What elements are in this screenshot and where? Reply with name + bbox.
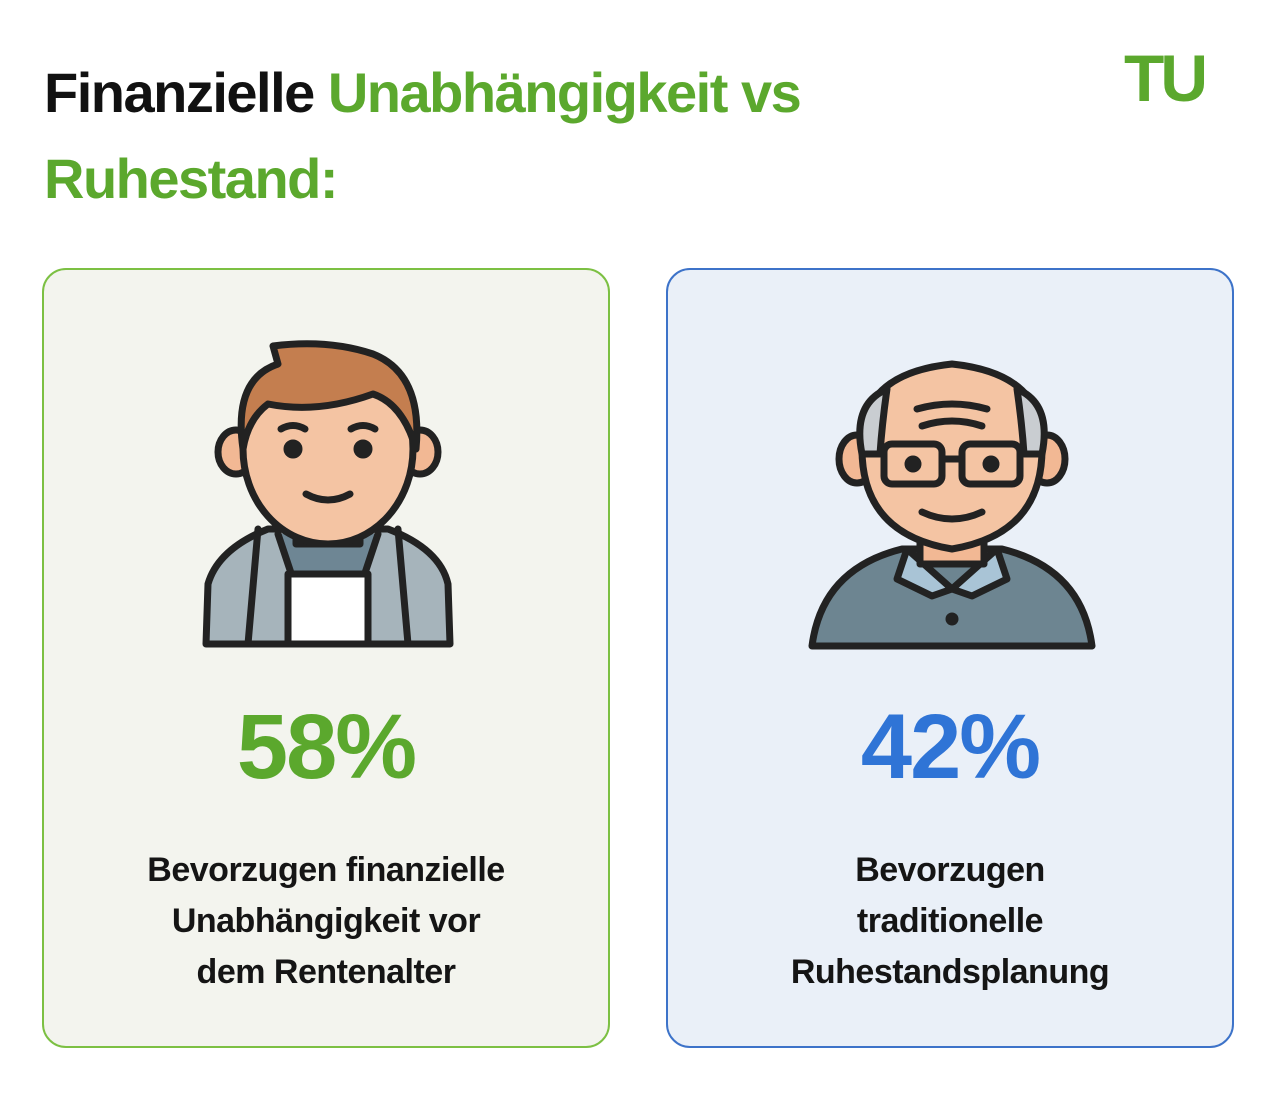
older-person-icon bbox=[808, 360, 1096, 650]
title-dark: Finanzielle bbox=[44, 61, 315, 124]
stat: 42% bbox=[860, 696, 1041, 798]
title-accent: Unabhängigkeit vs bbox=[327, 61, 802, 124]
logo: TU bbox=[1124, 41, 1208, 115]
description-line: traditionelle bbox=[856, 902, 1044, 940]
card: 58% Bevorzugen finanzielle Unabhängigkei… bbox=[42, 268, 610, 1048]
description-line: Bevorzugen bbox=[855, 851, 1045, 889]
description-line: Bevorzugen finanzielle bbox=[147, 851, 505, 889]
description-line: Unabhängigkeit vor bbox=[171, 902, 481, 940]
description-line: dem Rentenalter bbox=[196, 953, 456, 991]
title: Finanzielle Unabhängigkeit vs Ruhestand: bbox=[44, 50, 802, 222]
young-person-icon bbox=[202, 340, 454, 648]
card: 42% Bevorzugen traditionelle Ruhestandsp… bbox=[666, 268, 1234, 1048]
stat: 58% bbox=[236, 696, 417, 798]
description-line: Ruhestandsplanung bbox=[790, 953, 1110, 991]
description: Bevorzugen finanzielle Unabhängigkeit vo… bbox=[44, 845, 608, 998]
description: Bevorzugen traditionelle Ruhestandsplanu… bbox=[668, 845, 1232, 998]
title-accent: Ruhestand: bbox=[44, 147, 339, 210]
